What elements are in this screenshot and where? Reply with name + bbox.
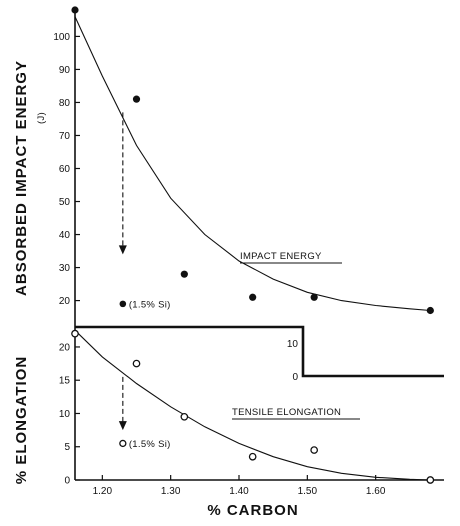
y-tick-label: 20 <box>59 342 71 353</box>
data-point <box>71 6 79 14</box>
special-point-label: (1.5% Si) <box>129 439 171 450</box>
fit-curve <box>74 329 431 481</box>
x-tick-label: 1.30 <box>161 486 181 497</box>
y-tick-label: 70 <box>59 131 71 142</box>
arrow-head <box>118 421 127 431</box>
special-point <box>119 300 127 308</box>
y-tick-label: 50 <box>59 197 71 208</box>
y-tick-label: 80 <box>59 98 71 109</box>
y-tick-label: 15 <box>59 376 71 387</box>
series-label: TENSILE ELONGATION <box>232 407 341 418</box>
data-point <box>310 446 319 454</box>
x-axis-title: % CARBON <box>207 502 298 519</box>
impact-y-axis-title: ABSORBED IMPACT ENERGY <box>13 60 30 296</box>
special-point-label: (1.5% Si) <box>129 299 171 310</box>
data-point <box>71 329 79 338</box>
data-point <box>132 359 141 368</box>
data-point <box>249 293 257 301</box>
y-tick-label: 20 <box>59 296 71 307</box>
elongation-y-axis-title: % ELONGATION <box>13 356 30 484</box>
elongation-panel: 0 5 10 15 20 (1.5% Si) TENSILE ELONGATION <box>59 329 435 487</box>
inset-tick-label: 10 <box>287 339 299 350</box>
data-point <box>310 293 318 301</box>
data-point <box>426 306 434 315</box>
y-tick-label: 60 <box>59 164 71 175</box>
data-point <box>426 476 435 484</box>
y-tick-label: 30 <box>59 263 71 274</box>
series-label: IMPACT ENERGY <box>240 251 322 262</box>
data-point <box>132 95 141 103</box>
impact-energy-panel: 20 30 40 50 60 70 80 90 100 (1.5% Si) IMPACT ENERG… <box>53 6 434 315</box>
y-tick-label: 0 <box>64 476 70 487</box>
data-point <box>180 270 188 278</box>
x-tick-label: 1.60 <box>366 486 386 497</box>
y-tick-label: 10 <box>59 409 71 420</box>
y-tick-label: 100 <box>53 32 70 43</box>
arrow-head <box>118 245 127 255</box>
inset-zero-label: 0 <box>292 372 298 383</box>
x-tick-label: 1.40 <box>229 486 249 497</box>
x-ticks: 1.20 1.30 1.40 1.50 1.60 <box>93 475 386 497</box>
special-point <box>119 439 127 448</box>
impact-y-axis-unit: (J) <box>36 112 47 124</box>
data-point <box>248 452 257 461</box>
y-tick-label: 5 <box>64 442 70 453</box>
y-tick-label: 40 <box>59 230 71 241</box>
fit-curve <box>74 16 431 312</box>
x-tick-label: 1.50 <box>298 486 318 497</box>
y-tick-label: 90 <box>59 65 71 76</box>
x-tick-label: 1.20 <box>93 486 113 497</box>
data-point <box>180 412 189 421</box>
panel-divider <box>75 325 444 378</box>
